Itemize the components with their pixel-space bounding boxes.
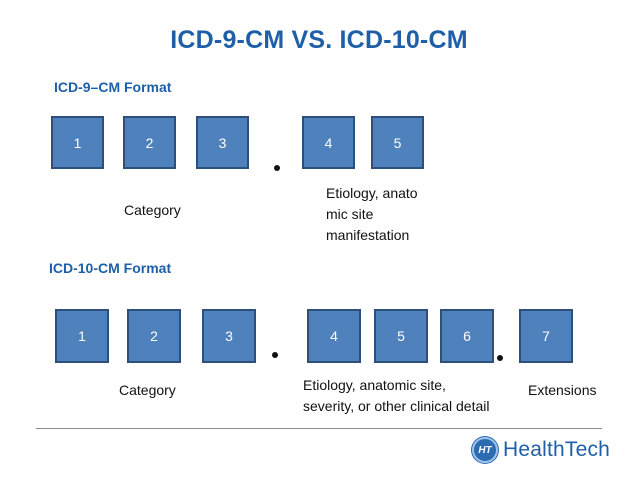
healthtech-logo: HT HealthTech: [472, 436, 610, 464]
icd10-digit-box-6: 6: [440, 309, 494, 363]
icd10-digit-box-4: 4: [307, 309, 361, 363]
icd9-decimal-point: [274, 165, 280, 171]
icd9-digit-box-5: 5: [371, 116, 424, 169]
healthtech-logo-text: HealthTech: [503, 438, 611, 461]
icd9-format-label: ICD-9–CM Format: [54, 79, 172, 95]
icd9-digit-box-2: 2: [123, 116, 176, 169]
icd10-digit-box-7: 7: [519, 309, 573, 363]
icd10-etiology-caption: Etiology, anatomic site, severity, or ot…: [303, 375, 489, 417]
icd9-digit-box-4: 4: [302, 116, 355, 169]
icd9-etiology-line-3: manifestation: [326, 227, 410, 243]
icd10-category-caption: Category: [119, 382, 176, 398]
slide-title: ICD-9-CM VS. ICD-10-CM: [170, 26, 468, 54]
icd10-extension-separator-dot: [497, 355, 503, 361]
icd10-digit-box-3: 3: [202, 309, 256, 363]
healthtech-logo-icon: HT: [472, 437, 498, 463]
icd9-digit-box-3: 3: [196, 116, 249, 169]
icd10-etiology-line-1: Etiology, anatomic site,: [303, 377, 446, 393]
icd9-category-caption: Category: [124, 202, 181, 218]
icd10-etiology-line-2: severity, or other clinical detail: [303, 398, 490, 414]
icd10-decimal-point: [272, 352, 278, 358]
icd9-etiology-line-1: Etiology, anato: [326, 185, 418, 201]
footer-divider: [36, 428, 602, 429]
icd10-digit-box-2: 2: [127, 309, 181, 363]
icd10-format-label: ICD-10-CM Format: [49, 260, 172, 276]
icd10-extensions-caption: Extensions: [528, 382, 597, 398]
icd10-digit-box-5: 5: [374, 309, 428, 363]
icd9-etiology-caption: Etiology, anato mic site manifestation: [326, 183, 418, 246]
icd9-etiology-line-2: mic site: [326, 206, 374, 222]
icd9-digit-box-1: 1: [51, 116, 104, 169]
icd10-digit-box-1: 1: [55, 309, 109, 363]
